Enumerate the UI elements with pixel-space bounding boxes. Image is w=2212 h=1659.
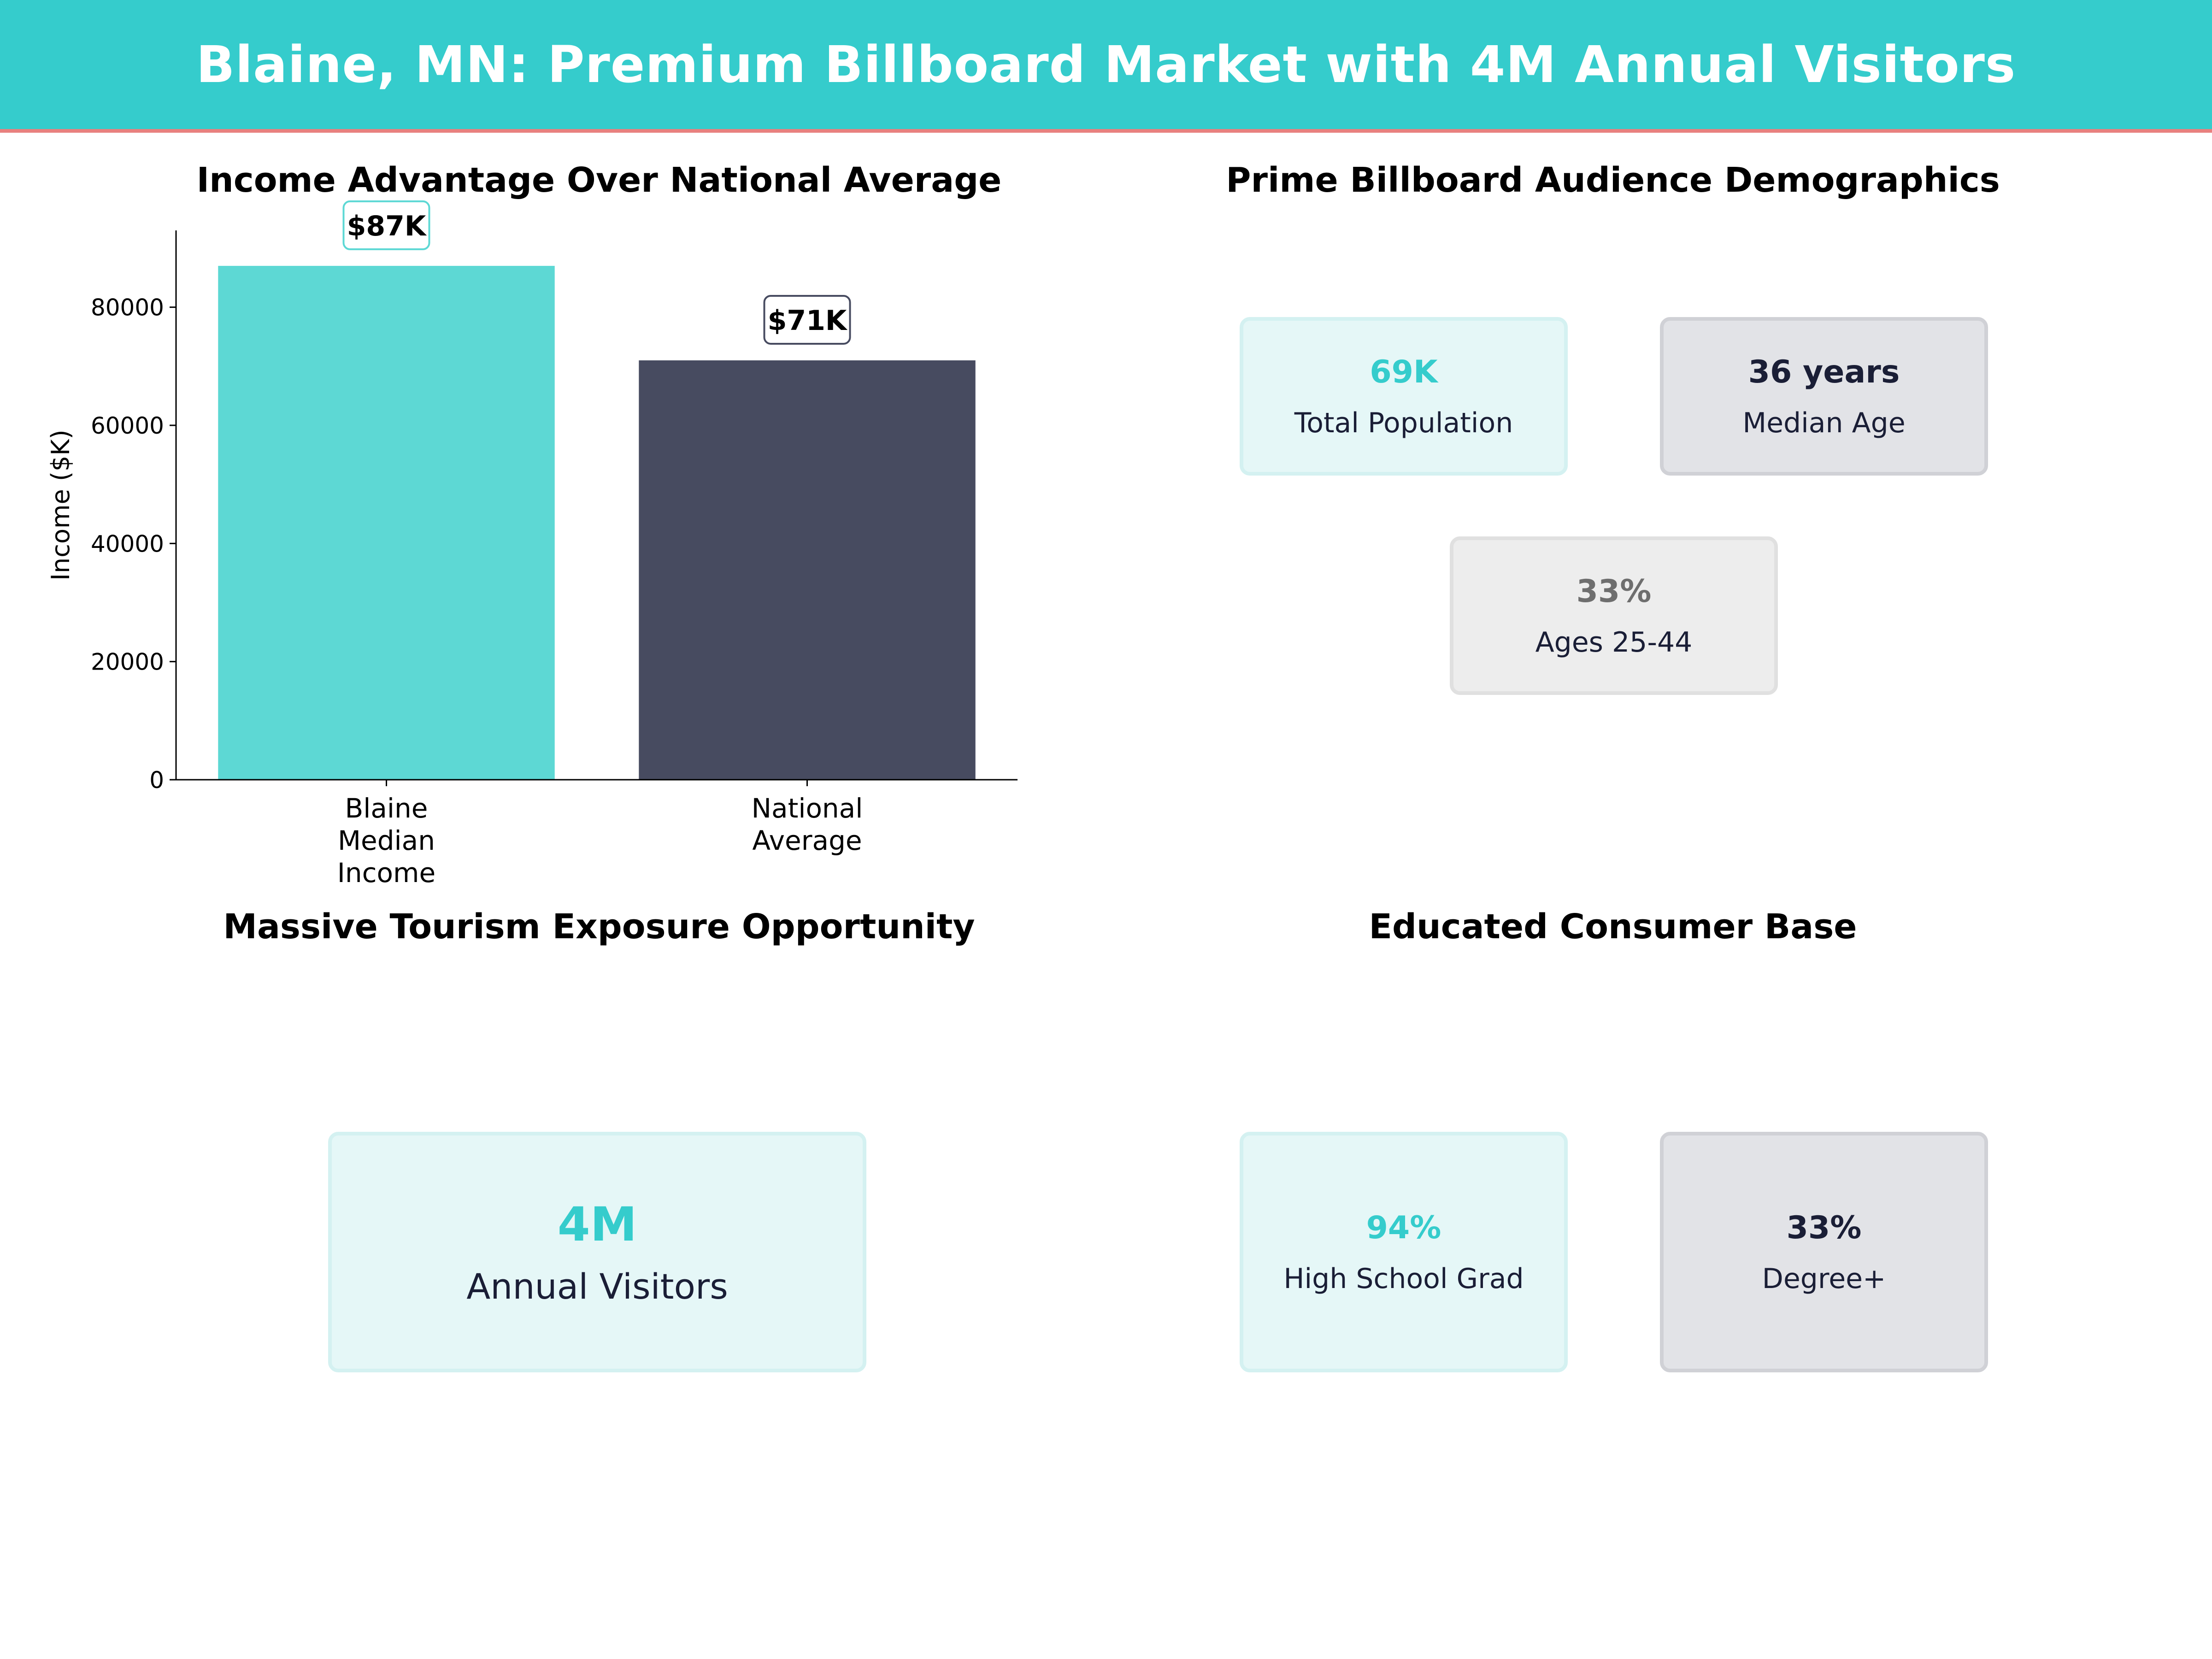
- median-age-value: 36 years: [1748, 353, 1900, 390]
- tourism-panel-title: Massive Tourism Exposure Opportunity: [223, 907, 975, 947]
- demographics-panel-title: Prime Billboard Audience Demographics: [1226, 160, 2000, 200]
- y-tick-label-1: 0: [149, 767, 164, 794]
- y-tick-label-3: 40000: [91, 530, 164, 557]
- high-school-value: 94%: [1366, 1209, 1441, 1246]
- x-tick-label-2-line-2: Average: [752, 825, 862, 856]
- median-age-label: Median Age: [1742, 406, 1906, 439]
- page-title: Blaine, MN: Premium Billboard Market wit…: [196, 35, 2016, 94]
- x-tick-label-1-line-2: Median: [338, 825, 435, 856]
- demographic-card-median-age: 36 years Median Age: [1660, 317, 1988, 476]
- education-card-high-school: 94% High School Grad: [1240, 1132, 1568, 1372]
- data-label-box-2: [763, 294, 851, 345]
- data-label-2: $71K: [768, 305, 848, 337]
- demographic-card-population: 69K Total Population: [1240, 317, 1568, 476]
- degree-label: Degree+: [1762, 1262, 1886, 1295]
- x-tick-label-2-line-1: National: [752, 793, 863, 824]
- population-label: Total Population: [1294, 406, 1513, 439]
- annual-visitors-value: 4M: [557, 1197, 637, 1252]
- high-school-label: High School Grad: [1283, 1262, 1524, 1295]
- income-panel-title: Income Advantage Over National Average: [196, 160, 1002, 200]
- y-tick-label-4: 60000: [91, 412, 164, 439]
- y-tick-label-2: 20000: [91, 649, 164, 676]
- degree-value: 33%: [1786, 1209, 1862, 1246]
- annual-visitors-label: Annual Visitors: [466, 1266, 728, 1307]
- education-card-degree: 33% Degree+: [1660, 1132, 1988, 1372]
- demographic-card-ages-25-44: 33% Ages 25-44: [1450, 536, 1778, 695]
- data-label-1: $87K: [347, 210, 427, 242]
- education-panel-title: Educated Consumer Base: [1369, 907, 1857, 947]
- x-tick-label-1-line-1: Blaine: [345, 793, 428, 824]
- x-tick-label-1-line-3: Income: [337, 857, 435, 888]
- ages-25-44-value: 33%: [1576, 573, 1652, 610]
- y-tick-label-5: 80000: [91, 294, 164, 321]
- population-value: 69K: [1370, 353, 1438, 390]
- ages-25-44-label: Ages 25-44: [1535, 626, 1693, 659]
- data-label-box-1: [342, 200, 430, 250]
- bar-2: [639, 360, 976, 780]
- tourism-card-annual-visitors: 4M Annual Visitors: [328, 1132, 866, 1372]
- y-axis-label: Income ($K): [46, 429, 75, 581]
- bar-1: [218, 265, 555, 780]
- header-banner: Blaine, MN: Premium Billboard Market wit…: [0, 0, 2212, 133]
